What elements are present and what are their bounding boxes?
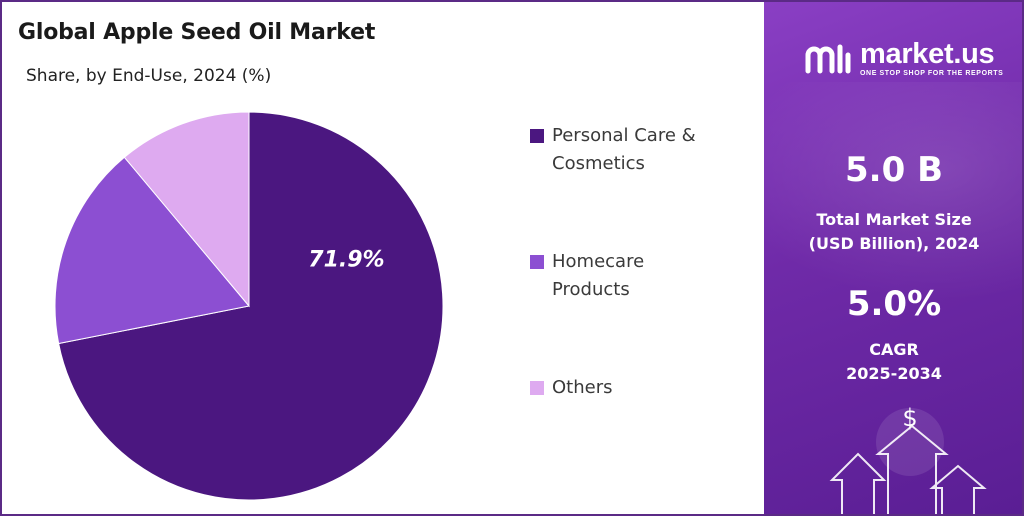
- brand-tagline: ONE STOP SHOP FOR THE REPORTS: [860, 70, 1004, 77]
- pie-slice-homecare-products: [54, 156, 250, 345]
- pie-slice-others: [123, 111, 250, 308]
- dollar-sign: $: [902, 404, 917, 432]
- chart-panel: Global Apple Seed Oil Market Share, by E…: [2, 2, 764, 514]
- legend-swatch-personal-care: [530, 129, 544, 143]
- market-us-logo-icon: [805, 44, 851, 73]
- legend-swatch-others: [530, 381, 544, 395]
- growth-arrows-icon: $: [829, 404, 987, 514]
- pie-slice-personal-care-cosmetics: [58, 111, 444, 501]
- legend-label-homecare: Homecare Products: [552, 248, 732, 304]
- legend-item-personal-care: Personal Care & Cosmetics: [530, 122, 732, 178]
- market-size-label-line: (USD Billion), 2024: [808, 234, 980, 253]
- cagr-value: 5.0%: [846, 284, 942, 324]
- market-size-value: 5.0 B: [845, 150, 943, 190]
- legend-label-others: Others: [552, 374, 732, 402]
- pie-data-label-personal-care-cosmetics: 71.9%: [308, 247, 384, 272]
- chart-subtitle: Share, by End-Use, 2024 (%): [26, 66, 272, 86]
- legend-label-line: Personal Care &: [552, 125, 696, 146]
- pie-chart: 71.9%: [54, 111, 444, 501]
- cagr-label-line: CAGR: [869, 340, 919, 359]
- cagr-label: CAGR 2025-2034: [764, 338, 1022, 386]
- legend-label-line: Products: [552, 279, 630, 300]
- market-size-label: Total Market Size (USD Billion), 2024: [764, 208, 1022, 256]
- legend-label-line: Others: [552, 377, 613, 398]
- legend-item-others: Others: [530, 374, 732, 402]
- chart-title: Global Apple Seed Oil Market: [18, 20, 376, 45]
- brand-name: market.us: [860, 38, 995, 70]
- brand-logo: market.us ONE STOP SHOP FOR THE REPORTS: [804, 40, 1003, 77]
- stats-panel: $ market.us ONE STOP SHOP FOR THE REPORT…: [764, 2, 1022, 514]
- legend-label-line: Homecare: [552, 251, 645, 272]
- market-size-label-line: Total Market Size: [816, 210, 972, 229]
- legend-label-personal-care: Personal Care & Cosmetics: [552, 122, 732, 178]
- legend-swatch-homecare: [530, 255, 544, 269]
- cagr-label-line: 2025-2034: [846, 364, 942, 383]
- legend-label-line: Cosmetics: [552, 153, 645, 174]
- legend-item-homecare: Homecare Products: [530, 248, 732, 304]
